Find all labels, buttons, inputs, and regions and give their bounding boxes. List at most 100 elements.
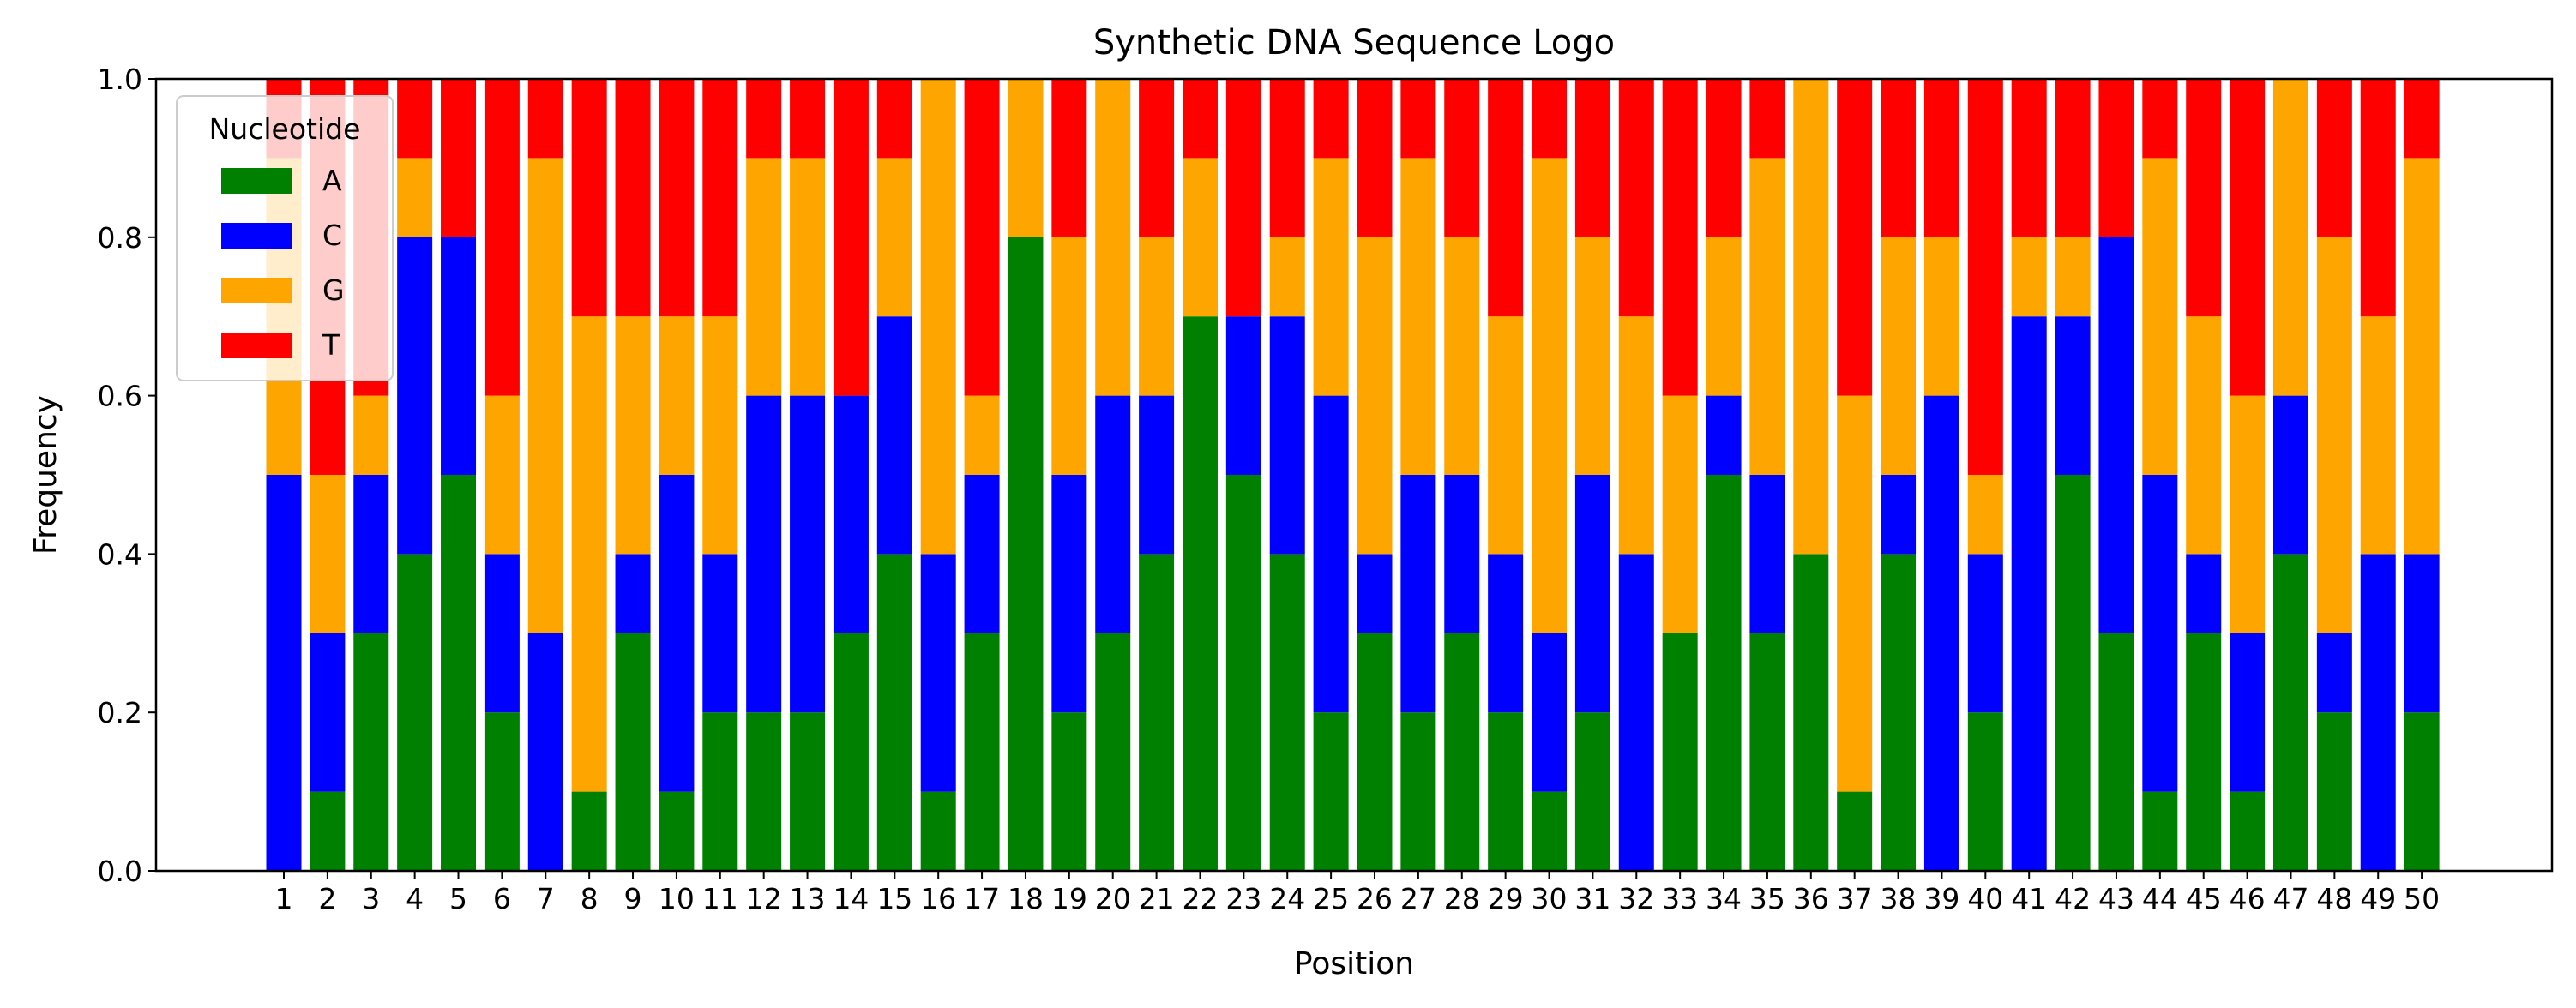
bar-a-pos-16 [920,791,956,871]
bar-a-pos-25 [1313,712,1349,871]
x-tick-label: 1 [275,882,293,915]
bar-g-pos-12 [746,158,782,396]
bar-g-pos-33 [1662,395,1698,633]
bar-t-pos-48 [2316,79,2352,237]
y-axis-label: Frequency [28,395,63,555]
bar-g-pos-42 [2055,237,2091,317]
bar-g-pos-20 [1095,79,1131,396]
bar-a-pos-13 [790,712,826,871]
chart-title: Synthetic DNA Sequence Logo [1093,23,1615,63]
bar-t-pos-40 [1967,79,2003,475]
bar-a-pos-21 [1139,554,1175,871]
bar-a-pos-28 [1444,633,1480,871]
bar-t-pos-8 [571,79,607,317]
x-tick-label: 5 [449,882,467,915]
x-tick-label: 14 [833,882,869,915]
bar-a-pos-48 [2316,712,2352,871]
x-tick-label: 43 [2098,882,2134,915]
x-tick-label: 36 [1793,882,1829,915]
bar-t-pos-50 [2404,79,2440,159]
bar-c-pos-13 [790,395,826,713]
bar-t-pos-10 [659,79,695,317]
bar-c-pos-41 [2011,316,2047,871]
bar-g-pos-35 [1749,158,1785,475]
x-tick-label: 50 [2404,882,2440,915]
bar-a-pos-38 [1881,554,1917,871]
bar-t-pos-11 [702,79,738,317]
bar-c-pos-47 [2272,395,2308,555]
x-tick-label: 35 [1749,882,1785,915]
x-tick-label: 9 [624,882,642,915]
x-tick-label: 34 [1706,882,1742,915]
bar-t-pos-46 [2230,79,2266,396]
x-tick-label: 24 [1269,882,1305,915]
bar-a-pos-15 [876,554,912,871]
bar-g-pos-40 [1967,475,2003,555]
bar-g-pos-34 [1706,237,1742,396]
bar-g-pos-41 [2011,237,2047,317]
y-tick-label: 0.4 [98,537,142,571]
bar-a-pos-37 [1837,791,1873,871]
bar-t-pos-28 [1444,79,1480,237]
bar-g-pos-48 [2316,237,2352,633]
bar-t-pos-12 [746,79,782,159]
bar-t-pos-44 [2142,79,2178,159]
bar-a-pos-23 [1225,475,1261,871]
legend-label-c: C [322,219,342,252]
bar-g-pos-25 [1313,158,1349,396]
x-tick-label: 49 [2360,882,2396,915]
bar-a-pos-31 [1574,712,1610,871]
x-tick-label: 40 [1967,882,2003,915]
x-tick-label: 32 [1618,882,1654,915]
bar-c-pos-15 [876,316,912,555]
bar-t-pos-23 [1225,79,1261,317]
x-tick-label: 30 [1532,882,1568,915]
bar-c-pos-42 [2055,316,2091,475]
bar-g-pos-15 [876,158,912,317]
bar-t-pos-7 [527,79,563,159]
bar-g-pos-47 [2272,79,2308,396]
bar-t-pos-19 [1051,79,1087,237]
bar-c-pos-29 [1488,554,1524,713]
bar-g-pos-10 [659,316,695,475]
bar-a-pos-18 [1008,237,1044,871]
bar-c-pos-5 [441,237,477,475]
bar-g-pos-46 [2230,395,2266,633]
bar-a-pos-35 [1749,633,1785,871]
bar-t-pos-49 [2360,79,2396,317]
bar-a-pos-6 [484,712,520,871]
bar-a-pos-4 [397,554,433,871]
bar-c-pos-49 [2360,554,2396,871]
x-tick-label: 8 [581,882,599,915]
bar-t-pos-25 [1313,79,1349,159]
bar-c-pos-40 [1967,554,2003,713]
bar-a-pos-5 [441,475,477,871]
bar-c-pos-16 [920,554,956,792]
bar-c-pos-6 [484,554,520,713]
bar-a-pos-17 [964,633,1000,871]
bar-g-pos-39 [1923,237,1959,396]
bar-g-pos-31 [1574,237,1610,475]
x-tick-label: 13 [790,882,826,915]
y-tick-label: 0.8 [98,221,142,255]
bar-g-pos-38 [1881,237,1917,475]
bars-group [266,79,2440,872]
bar-a-pos-36 [1793,554,1829,871]
bar-c-pos-24 [1269,316,1305,555]
bar-c-pos-44 [2142,475,2178,792]
x-tick-label: 11 [702,882,738,915]
bar-t-pos-9 [615,79,651,317]
bar-c-pos-28 [1444,475,1480,633]
bar-a-pos-20 [1095,633,1131,871]
x-tick-label: 29 [1488,882,1524,915]
legend-label-a: A [322,164,342,197]
bar-t-pos-43 [2098,79,2134,237]
x-axis: 1 2 3 4 5 6 7 8 9 10 11 12 13 14 15 16 17 18 19 20 21 22 23 24 2… [275,871,2440,915]
bar-a-pos-9 [615,633,651,871]
bar-a-pos-11 [702,712,738,871]
x-tick-label: 38 [1881,882,1917,915]
legend-swatch-t [221,333,292,358]
bar-g-pos-26 [1357,237,1393,555]
